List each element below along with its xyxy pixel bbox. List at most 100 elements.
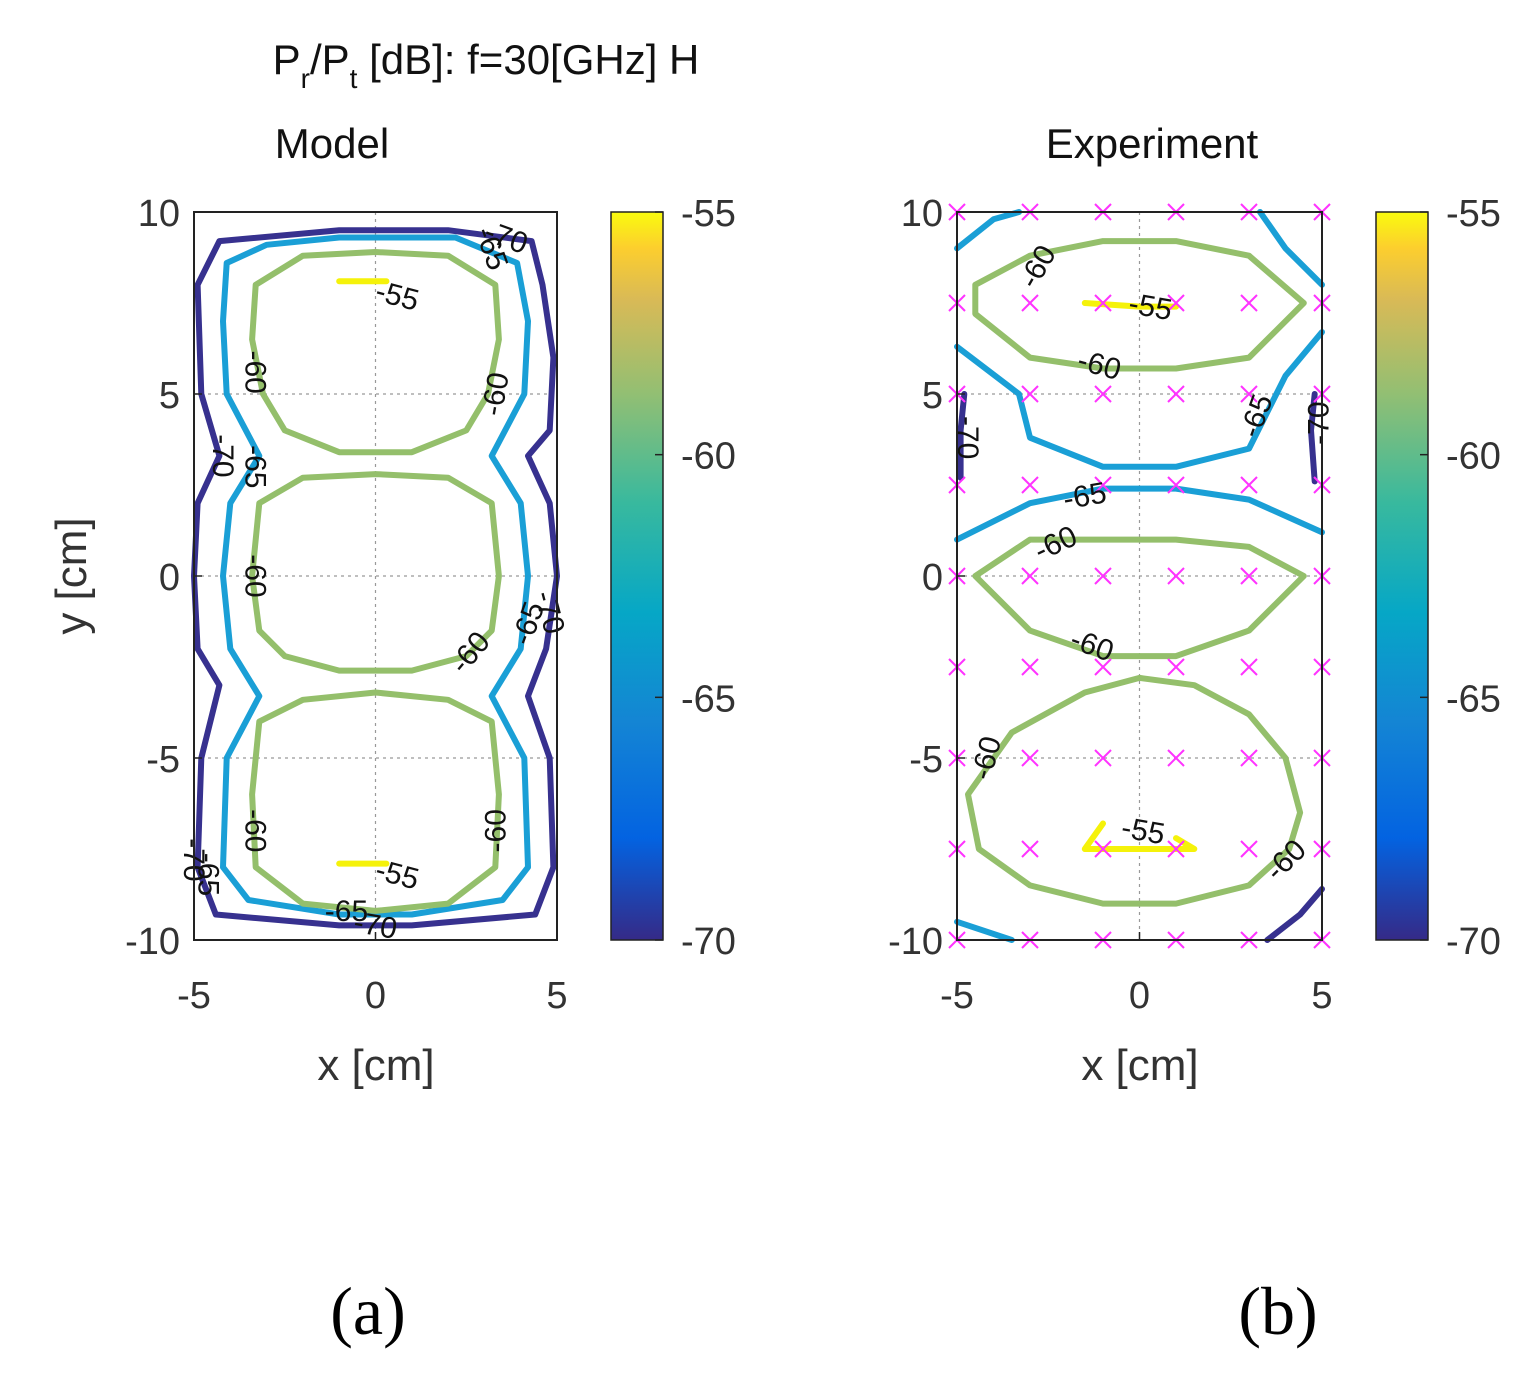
model-title: Model <box>275 120 389 167</box>
model-xtick-label: 0 <box>365 975 386 1017</box>
measurement-point-marker <box>1021 840 1039 858</box>
experiment-contour-label: -70 <box>951 416 984 459</box>
model-ytick-label: -5 <box>146 739 180 781</box>
experiment-contour-label: -60 <box>1066 623 1118 669</box>
panel-label-b: (b) <box>1238 1273 1317 1349</box>
model-contour-label: -65 <box>192 853 225 896</box>
measurement-point-marker <box>1167 385 1185 403</box>
model-ytick-label: 10 <box>138 193 180 235</box>
measurement-point-marker <box>1167 294 1185 312</box>
model-contour-label: -60 <box>239 350 272 393</box>
experiment-contour-70 <box>957 391 968 481</box>
measurement-point-marker <box>1021 658 1039 676</box>
model-contour-70 <box>191 227 560 929</box>
measurement-point-marker <box>1240 476 1258 494</box>
model-contour-60 <box>249 249 502 456</box>
measurement-point-marker <box>1240 658 1258 676</box>
model-ytick-label: -10 <box>125 921 180 963</box>
experiment-contour-70 <box>1308 391 1318 485</box>
model-contour-label: -55 <box>372 275 422 318</box>
experiment-xtick-label: 0 <box>1129 975 1150 1017</box>
experiment-colorbar-gradient <box>1375 211 1429 941</box>
model-colorbar-gradient <box>610 211 664 941</box>
measurement-point-marker <box>1167 749 1185 767</box>
experiment-contour-65 <box>954 209 1022 252</box>
model-xtick-label: -5 <box>177 975 211 1017</box>
measurement-point-marker <box>1167 840 1185 858</box>
model-contour-65 <box>220 234 531 918</box>
experiment-xtick-label: -5 <box>940 975 974 1017</box>
model-contour-label: -60 <box>239 554 272 597</box>
measurement-point-marker <box>1021 294 1039 312</box>
model-xlabel: x [cm] <box>317 1041 434 1090</box>
model-contour-label: -55 <box>372 853 422 896</box>
model-contour-60 <box>249 471 502 674</box>
model-contours <box>191 227 560 929</box>
measurement-point-marker <box>1167 658 1185 676</box>
experiment-colorbar-tick-label: -55 <box>1446 193 1501 235</box>
model-xtick-label: 5 <box>546 975 567 1017</box>
experiment-grid <box>957 212 1322 940</box>
model-contour-label: -65 <box>239 445 272 488</box>
measurement-point-marker <box>1240 567 1258 585</box>
experiment-colorbar: -55 -60 -65 -70 <box>1375 193 1501 963</box>
experiment-contour-label: -65 <box>1061 476 1109 516</box>
model-ytick-label: 5 <box>159 375 180 417</box>
measurement-point-marker <box>1094 658 1112 676</box>
measurement-point-marker <box>1094 749 1112 767</box>
experiment-contour-label: -60 <box>1029 520 1082 568</box>
experiment-contour-label: -60 <box>1074 344 1124 387</box>
model-colorbar-tick-label: -65 <box>681 678 736 720</box>
experiment-colorbar-tick-label: -60 <box>1446 436 1501 478</box>
model-colorbar-tick-label: -55 <box>681 193 736 235</box>
measurement-point-marker <box>1094 385 1112 403</box>
experiment-contour-65 <box>954 329 1325 470</box>
measurement-point-marker <box>1021 749 1039 767</box>
experiment-contour-65 <box>954 918 1015 943</box>
measurement-point-marker <box>1167 476 1185 494</box>
experiment-ytick-label: -10 <box>888 921 943 963</box>
experiment-contour-label: -55 <box>1126 287 1174 327</box>
measurement-point-marker <box>1240 840 1258 858</box>
experiment-contours <box>954 209 1325 943</box>
experiment-colorbar-tick-label: -70 <box>1446 921 1501 963</box>
model-colorbar: -55 -60 -65 -70 <box>610 193 736 963</box>
model-contour-60 <box>249 689 502 914</box>
model-panel: Model -70-65-55-60 -60-70 -65-60-70-65-60-… <box>47 120 736 1090</box>
experiment-contour-label: -60 <box>1259 833 1313 887</box>
model-contour-label: -60 <box>476 370 516 418</box>
experiment-contour-label: -70 <box>1302 401 1335 444</box>
measurement-point-marker <box>1094 840 1112 858</box>
experiment-contour-70 <box>1264 886 1325 943</box>
model-ytick-label: 0 <box>159 557 180 599</box>
measurement-point-marker <box>1167 567 1185 585</box>
panel-label-a: (a) <box>330 1273 405 1349</box>
model-ylabel: y [cm] <box>47 517 96 634</box>
experiment-contour-60 <box>972 238 1307 372</box>
model-colorbar-tick-label: -70 <box>681 921 736 963</box>
model-contour-label: -65 <box>325 895 368 928</box>
measurement-point-marker <box>1094 294 1112 312</box>
experiment-contour-65 <box>1257 209 1325 288</box>
experiment-title: Experiment <box>1046 120 1259 167</box>
experiment-xtick-label: 5 <box>1311 975 1332 1017</box>
model-y-ticks: -10 -5 0 5 10 <box>125 193 202 963</box>
experiment-y-ticks: -10 -5 0 5 10 <box>888 193 965 963</box>
measurement-point-marker <box>1094 476 1112 494</box>
figure-suptitle: Pr/Pt [dB]: f=30[GHz] H <box>273 36 700 94</box>
experiment-xlabel: x [cm] <box>1081 1041 1198 1090</box>
experiment-ytick-label: -5 <box>909 739 943 781</box>
measurement-point-marker <box>1021 567 1039 585</box>
experiment-contour-label: -55 <box>1119 811 1167 851</box>
measurement-point-marker <box>1021 385 1039 403</box>
measurement-point-marker <box>1240 385 1258 403</box>
experiment-ytick-label: 0 <box>922 557 943 599</box>
model-contour-label: -60 <box>479 809 512 852</box>
experiment-contour-55 <box>1081 820 1198 852</box>
model-colorbar-tick-label: -60 <box>681 436 736 478</box>
measurement-point-marker <box>1021 476 1039 494</box>
measurement-point-marker <box>1240 749 1258 767</box>
experiment-ytick-label: 10 <box>901 193 943 235</box>
experiment-contour-60 <box>972 536 1307 660</box>
